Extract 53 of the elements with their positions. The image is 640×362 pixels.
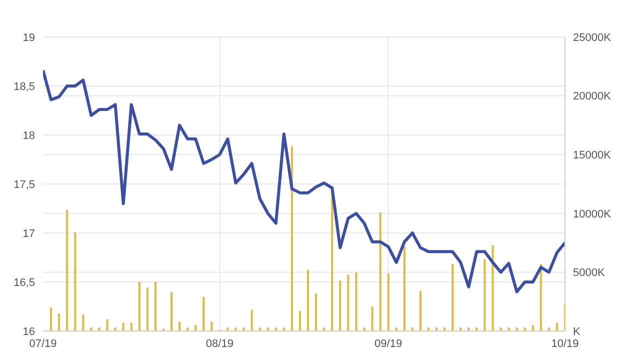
y2-tick-label: 5000K	[573, 267, 606, 280]
bar	[178, 322, 181, 331]
y2-tick-label: K	[573, 326, 581, 338]
y-tick-label: 18,5	[14, 80, 35, 93]
bar	[210, 322, 213, 331]
bar	[379, 212, 382, 331]
bar	[403, 246, 406, 331]
x-tick-label: 10/19	[551, 338, 579, 350]
y2-tick-label: 15000K	[573, 150, 612, 162]
bar	[122, 322, 124, 331]
bar	[355, 272, 358, 331]
x-tick-label: 09/19	[374, 338, 402, 350]
bar	[540, 264, 542, 331]
bar	[290, 146, 293, 331]
bar	[130, 322, 132, 331]
y-tick-label: 17	[22, 228, 35, 240]
x-tick-label: 07/19	[29, 338, 57, 350]
y2-tick-label: 25000K	[573, 32, 612, 44]
bar	[532, 325, 534, 331]
bar	[298, 311, 301, 331]
bar	[138, 282, 140, 331]
bar	[74, 232, 76, 331]
y-tick-label: 18	[22, 130, 35, 142]
bar	[371, 306, 374, 331]
bar	[250, 310, 253, 331]
y-tick-label: 16	[22, 326, 35, 338]
bar	[194, 325, 197, 331]
bar	[202, 296, 205, 331]
y-tick-label: 16,5	[14, 276, 35, 289]
bar	[347, 274, 350, 331]
bar	[307, 270, 309, 331]
bar	[170, 292, 172, 331]
y2-tick-label: 20000K	[573, 90, 612, 103]
bar	[82, 314, 84, 331]
bar	[154, 282, 156, 331]
y2-tick-label: 10000K	[573, 208, 612, 220]
bar	[492, 245, 494, 331]
line-series	[43, 68, 565, 294]
x-tick-label: 08/19	[206, 338, 234, 350]
bar	[452, 264, 454, 331]
y-tick-label: 17,5	[14, 178, 35, 191]
bar	[58, 313, 60, 331]
bar	[484, 259, 486, 331]
bar	[339, 280, 342, 331]
bar	[50, 307, 52, 331]
bar	[66, 210, 68, 331]
bar	[146, 287, 148, 331]
bar	[419, 291, 422, 331]
y-tick-label: 19	[22, 32, 35, 44]
bar	[106, 319, 108, 331]
bar	[315, 293, 318, 331]
bar	[556, 322, 558, 331]
bar	[387, 273, 390, 331]
